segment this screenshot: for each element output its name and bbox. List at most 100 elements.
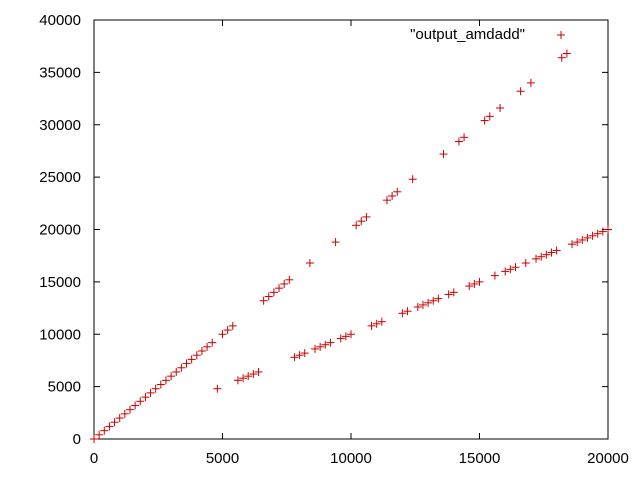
data-point [192,351,201,360]
y-tick-label: 15000 [39,274,81,291]
data-point [172,367,181,376]
legend-marker [557,31,565,39]
y-tick-label: 40000 [39,12,81,29]
data-point [465,282,474,291]
data-point [418,300,427,309]
data-point [398,309,407,318]
data-point [557,53,566,62]
data-point [598,227,607,236]
data-point [347,330,355,339]
data-point [300,349,309,358]
y-tick-label: 25000 [39,169,81,186]
data-point [521,259,530,268]
data-point [403,307,412,316]
data-point [480,116,489,125]
data-point [449,288,458,297]
data-point [362,212,371,221]
data-point [393,187,402,196]
x-tick-label: 15000 [459,450,501,467]
data-point [547,248,556,257]
y-tick-label: 35000 [39,64,81,81]
data-point [269,288,278,297]
data-point [367,321,376,330]
data-point [413,303,422,312]
data-point [131,401,140,410]
data-point [475,277,484,286]
data-point [568,240,577,249]
legend-label: "output_amdadd" [410,26,525,43]
data-point [352,221,361,230]
data-point [311,344,320,353]
data-point [110,418,119,427]
data-point [454,137,463,146]
data-point [429,296,438,305]
data-point [151,384,160,393]
data-point [223,326,232,335]
data-point [537,252,546,261]
data-point [125,405,134,414]
data-point [424,298,433,307]
data-point [156,380,165,389]
data-point [233,376,242,385]
data-point [177,363,186,372]
y-tick-label: 30000 [39,117,81,134]
data-point [161,376,170,385]
data-point [444,290,453,299]
data-point [357,217,366,226]
data-point [280,279,289,288]
data-point [285,275,294,284]
data-point [115,414,124,423]
legend: "output_amdadd" [410,26,565,43]
data-point [95,430,104,439]
data-point [490,271,499,280]
x-tick-label: 5000 [206,450,239,467]
y-tick-label: 5000 [48,379,81,396]
data-point [244,372,253,381]
data-point [213,384,222,393]
data-point [562,49,571,58]
data-point [588,231,597,240]
data-point [182,359,191,368]
data-point [321,340,330,349]
data-points [90,49,612,443]
data-point [532,254,541,263]
y-tick-label: 20000 [39,222,81,239]
data-point [470,279,479,288]
data-point [90,435,98,443]
data-point [434,294,443,303]
data-point [141,393,150,402]
data-point [578,235,587,244]
x-tick-label: 20000 [587,450,629,467]
data-point [326,338,335,347]
y-tick-label: 0 [73,431,81,448]
data-point [203,342,212,351]
data-point [506,265,515,274]
data-point [249,370,258,379]
data-point [377,317,386,326]
data-point [439,150,448,159]
data-point [100,426,109,435]
data-point [583,233,592,242]
data-point [120,409,129,418]
data-point [228,321,237,330]
data-point [485,112,494,121]
data-point [295,351,304,360]
data-point [305,259,314,268]
data-point [511,263,520,272]
data-point [496,103,505,112]
data-point [259,296,268,305]
data-point [331,238,340,247]
data-point [218,330,227,339]
data-point [408,175,417,184]
data-point [136,397,145,406]
data-point [167,372,176,381]
data-point [316,342,325,351]
data-point [336,334,345,343]
data-point [187,355,196,364]
axis-ticks: 0 5000 10000 15000 20000 0 5000 10000 15000 20000… [39,12,629,467]
data-point [208,338,217,347]
data-point [526,78,535,87]
data-point [275,284,284,293]
y-tick-label: 10000 [39,326,81,343]
data-point [146,388,155,397]
